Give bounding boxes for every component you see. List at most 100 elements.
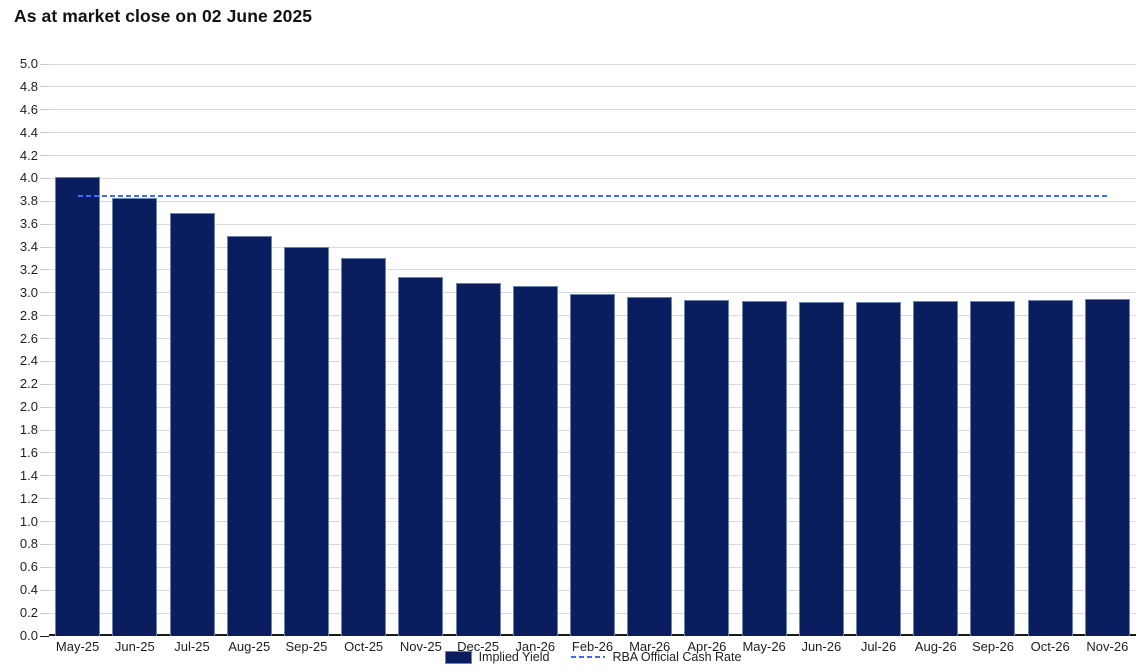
gridline xyxy=(49,177,1136,179)
y-axis-label: 3.2 xyxy=(19,261,38,277)
y-axis-tick xyxy=(40,589,49,591)
x-axis-label: Jan-26 xyxy=(515,639,556,654)
gridline xyxy=(49,246,1136,248)
y-axis-tick xyxy=(40,338,49,340)
plot-area xyxy=(49,63,1136,636)
y-axis-tick xyxy=(40,566,49,568)
bar-apr-26[interactable] xyxy=(684,299,730,636)
y-axis-tick xyxy=(40,292,49,294)
y-axis-tick xyxy=(40,269,49,271)
x-axis-label: Nov-25 xyxy=(399,639,442,654)
x-axis-label: Jul-25 xyxy=(174,639,210,654)
y-axis-tick xyxy=(40,360,49,362)
y-axis-label: 5.0 xyxy=(19,56,38,71)
rba-cash-rate-line xyxy=(77,194,1108,197)
bar-aug-25[interactable] xyxy=(226,235,272,636)
y-axis-tick xyxy=(40,200,49,202)
gridline xyxy=(49,200,1136,202)
y-axis-label: 3.4 xyxy=(19,239,38,255)
y-axis-tick xyxy=(40,177,49,179)
gridline xyxy=(49,223,1136,225)
x-axis-label: Nov-26 xyxy=(1086,639,1129,654)
bar-oct-26[interactable] xyxy=(1027,299,1073,636)
bar-sep-25[interactable] xyxy=(283,247,329,636)
x-axis-label: Oct-26 xyxy=(1030,639,1070,654)
x-axis-label: Jun-25 xyxy=(114,639,155,654)
y-axis-label: 2.2 xyxy=(19,376,38,392)
bar-jul-26[interactable] xyxy=(856,301,902,636)
y-axis-label: 2.0 xyxy=(19,399,38,415)
bar-jul-25[interactable] xyxy=(169,212,215,636)
y-axis-label: 4.8 xyxy=(19,78,38,94)
y-axis-label: 0.6 xyxy=(19,559,38,575)
bar-nov-26[interactable] xyxy=(1084,298,1130,636)
x-axis-label: Feb-26 xyxy=(571,639,614,654)
gridline xyxy=(49,63,1136,65)
legend: Implied Yield RBA Official Cash Rate xyxy=(0,650,1141,664)
y-axis-tick xyxy=(40,246,49,248)
y-axis-label: 2.8 xyxy=(19,307,38,323)
y-axis-tick xyxy=(40,635,49,637)
x-axis-label: Dec-25 xyxy=(457,639,500,654)
bar-may-26[interactable] xyxy=(741,300,787,636)
y-axis-tick xyxy=(40,223,49,225)
legend-label-cash-rate: RBA Official Cash Rate xyxy=(612,650,742,664)
y-axis-label: 1.4 xyxy=(19,467,38,483)
bar-mar-26[interactable] xyxy=(627,297,673,636)
x-axis-label: Apr-26 xyxy=(687,639,727,654)
bar-may-25[interactable] xyxy=(55,177,101,636)
bar-dec-25[interactable] xyxy=(455,282,501,636)
y-axis-label: 3.0 xyxy=(19,284,38,300)
bar-chart: 0.0 0.2 0.4 0.6 0.8 1.0 1.2 1.4 1.6 1.8 2.0 2.2 2.4 2… xyxy=(0,56,1141,664)
x-axis-label: Jul-26 xyxy=(860,639,897,654)
y-axis-tick xyxy=(40,452,49,454)
gridline xyxy=(49,132,1136,134)
gridline xyxy=(49,269,1136,271)
bar-oct-25[interactable] xyxy=(341,258,387,636)
y-axis-tick xyxy=(40,109,49,111)
y-axis-tick xyxy=(40,475,49,477)
bar-nov-25[interactable] xyxy=(398,276,444,636)
bar-feb-26[interactable] xyxy=(570,293,615,636)
bar-jan-26[interactable] xyxy=(512,285,558,636)
y-axis-label: 3.8 xyxy=(19,193,38,209)
y-axis-label: 4.4 xyxy=(19,124,38,140)
bar-jun-26[interactable] xyxy=(798,301,844,636)
y-axis-label: 0.8 xyxy=(19,536,38,552)
bar-jun-25[interactable] xyxy=(112,197,158,636)
y-axis-label: 4.2 xyxy=(19,147,38,163)
y-axis-label: 3.6 xyxy=(19,216,38,232)
cash-rate-dash-icon xyxy=(571,656,606,658)
y-axis-tick xyxy=(40,521,49,523)
x-axis-label: May-26 xyxy=(742,639,786,654)
bar-sep-26[interactable] xyxy=(970,300,1016,636)
y-axis-label: 0.0 xyxy=(19,628,38,643)
x-axis-label: Sep-26 xyxy=(972,639,1014,654)
y-axis-label: 4.6 xyxy=(19,101,38,117)
x-axis-label: Aug-25 xyxy=(228,639,271,654)
y-axis-tick xyxy=(40,86,49,88)
legend-label-implied-yield: Implied Yield xyxy=(478,650,550,664)
y-axis-label: 0.4 xyxy=(19,582,38,598)
x-axis-label: May-25 xyxy=(55,639,100,654)
y-axis-label: 1.6 xyxy=(19,444,38,460)
y-axis-tick xyxy=(40,383,49,385)
bar-aug-26[interactable] xyxy=(913,300,959,636)
y-axis-tick xyxy=(40,498,49,500)
chart-title: As at market close on 02 June 2025 xyxy=(14,6,313,26)
gridline xyxy=(49,292,1136,294)
legend-item-cash-rate[interactable]: RBA Official Cash Rate xyxy=(571,650,741,664)
y-axis-label: 4.0 xyxy=(19,170,38,186)
y-axis-tick xyxy=(40,63,49,65)
x-axis-label: Jun-26 xyxy=(801,639,842,654)
legend-item-implied-yield[interactable]: Implied Yield xyxy=(444,650,550,664)
x-axis-label: Oct-25 xyxy=(344,639,384,654)
y-axis-label: 1.0 xyxy=(19,513,38,529)
x-axis-label: Aug-26 xyxy=(914,639,957,654)
y-axis-tick xyxy=(40,612,49,614)
y-axis-tick xyxy=(40,155,49,157)
implied-yield-swatch xyxy=(444,650,472,664)
y-axis-tick xyxy=(40,406,49,408)
y-axis-tick xyxy=(40,315,49,317)
